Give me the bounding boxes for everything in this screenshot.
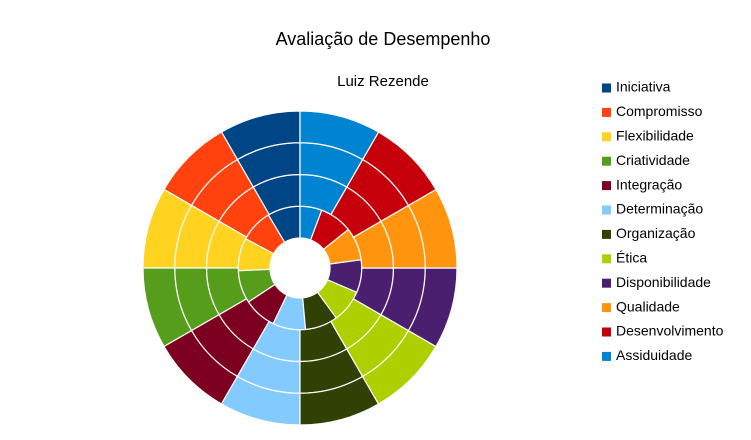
legend-swatch [602, 83, 611, 93]
chart-title: Avaliação de Desempenho [276, 29, 491, 49]
legend-swatch [602, 351, 611, 361]
legend-swatch [602, 278, 611, 288]
legend-label: Desenvolvimento [616, 323, 724, 339]
legend-swatch [602, 254, 611, 264]
legend-label: Qualidade [616, 298, 680, 314]
legend-swatch [602, 181, 611, 191]
donut-segment [299, 110, 380, 161]
legend-label: Criatividade [616, 152, 690, 168]
legend-label: Organização [616, 225, 696, 241]
legend-label: Disponibilidade [616, 274, 711, 290]
legend-swatch [602, 303, 611, 313]
legend-swatch [602, 229, 611, 239]
legend-swatch [602, 205, 611, 215]
legend-swatch [602, 156, 611, 166]
legend-label: Integração [616, 176, 682, 192]
legend-label: Determinação [616, 201, 703, 217]
legend-swatch [602, 327, 611, 337]
legend-label: Compromisso [616, 103, 703, 119]
legend-label: Ética [616, 250, 647, 266]
legend-swatch [602, 132, 611, 142]
chart-subtitle: Luiz Rezende [337, 73, 429, 90]
legend-label: Assiduidade [616, 347, 692, 363]
legend-swatch [602, 107, 611, 117]
legend-label: Flexibilidade [616, 128, 694, 144]
legend-label: Iniciativa [616, 79, 671, 95]
